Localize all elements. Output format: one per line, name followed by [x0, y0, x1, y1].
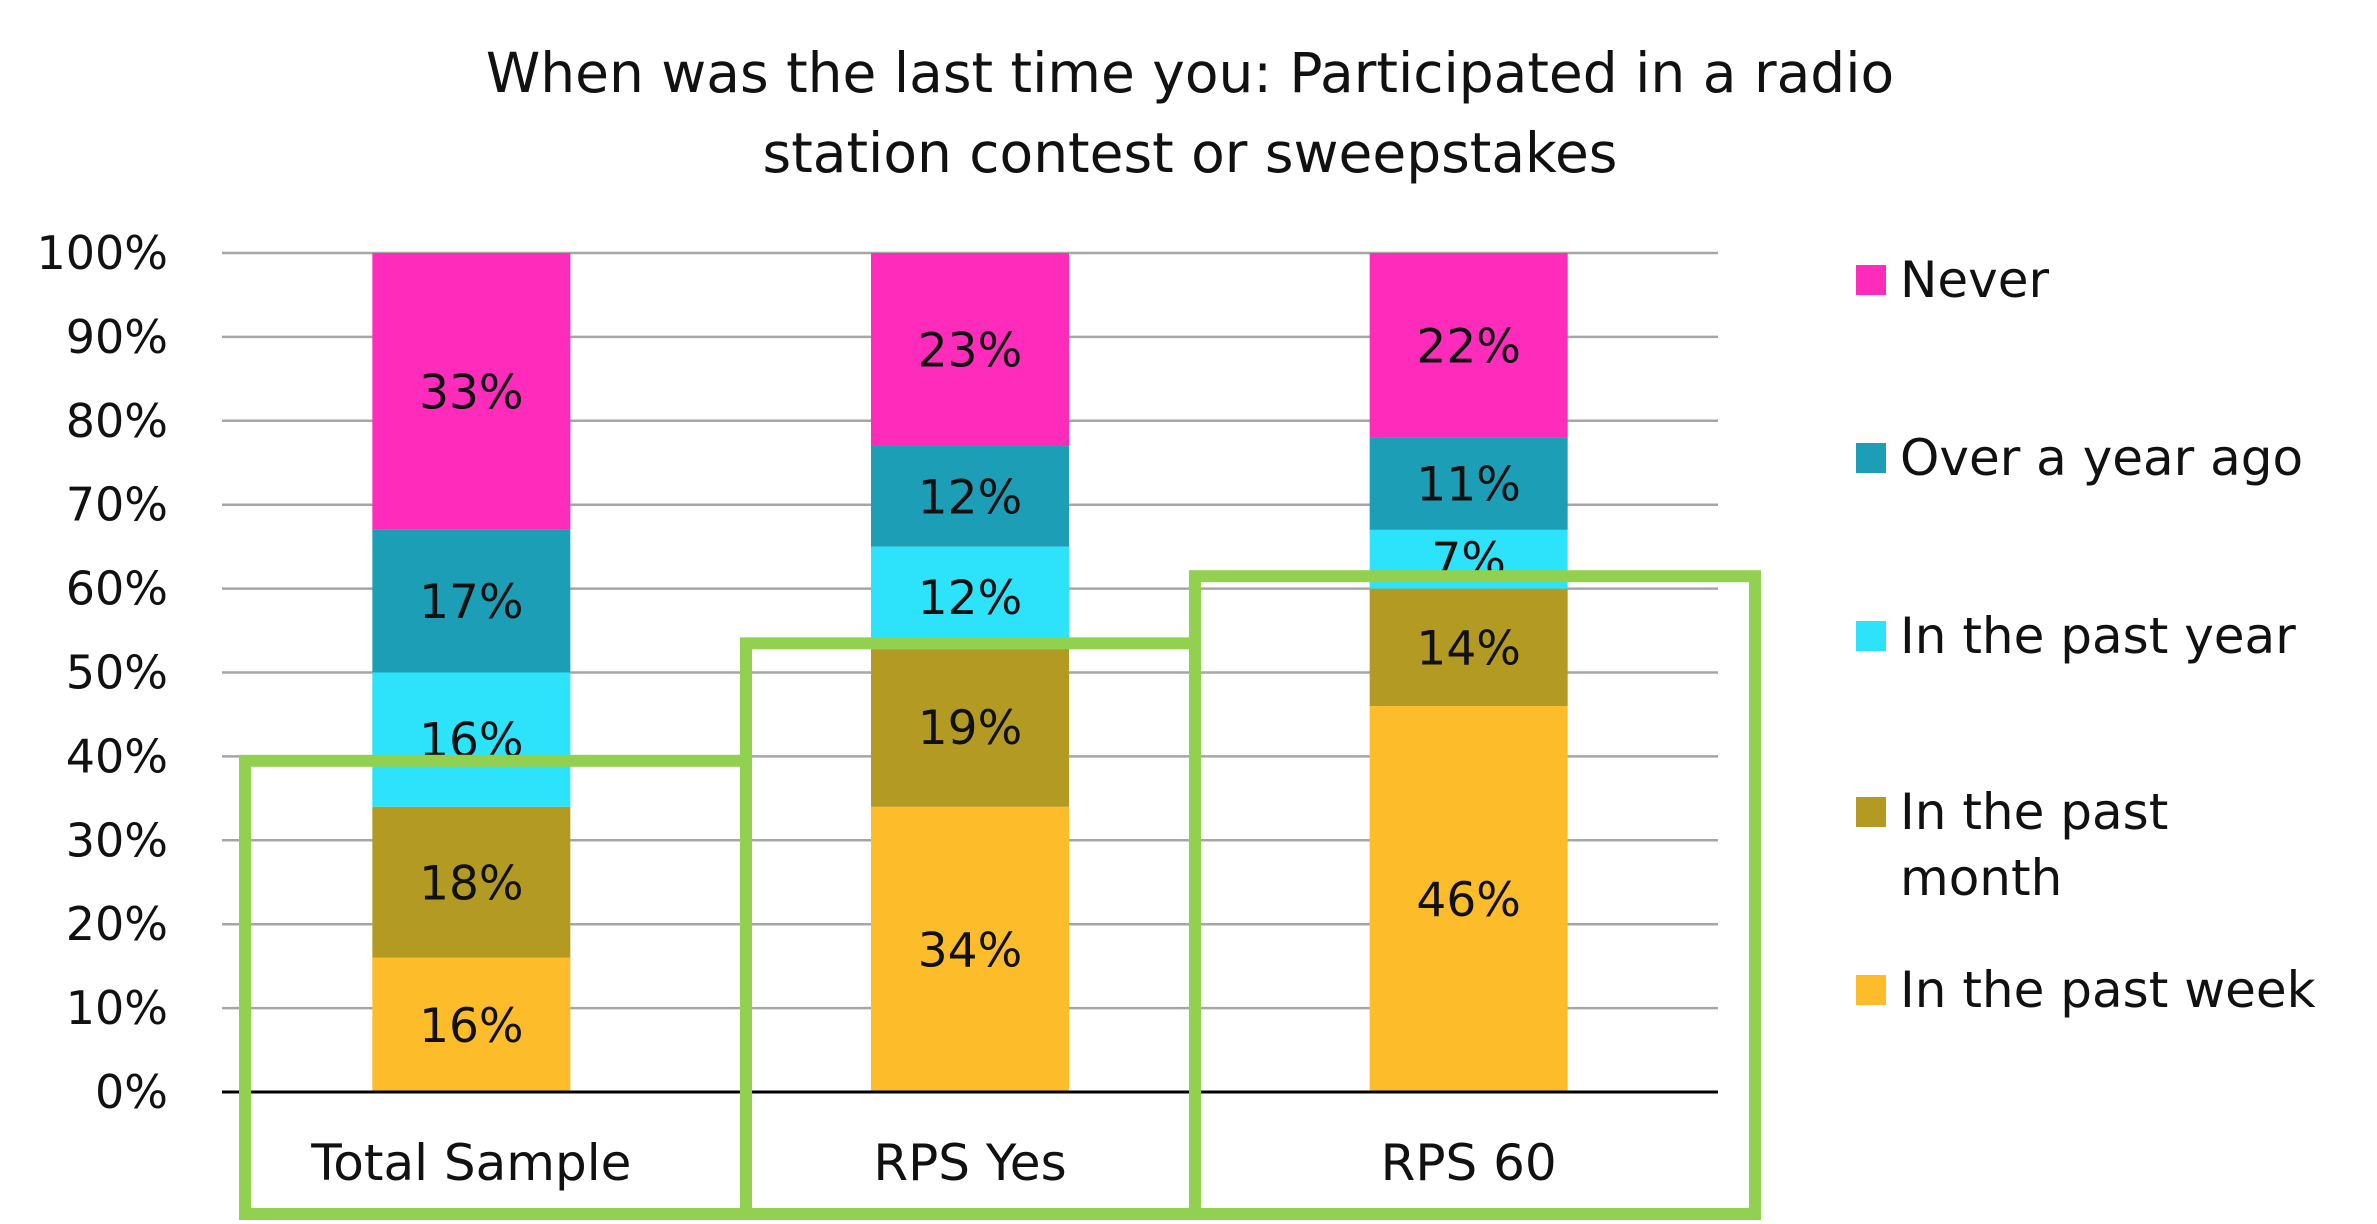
legend-swatch	[1856, 265, 1886, 295]
chart-title-line: station contest or sweepstakes	[763, 121, 1618, 185]
bar-segment	[372, 529, 571, 673]
category-label: RPS Yes	[873, 1134, 1066, 1192]
y-tick-label: 40%	[66, 729, 168, 783]
y-tick-label: 30%	[66, 813, 168, 867]
data-label: 19%	[918, 701, 1022, 756]
category-label: Total Sample	[310, 1134, 631, 1192]
y-tick-label: 70%	[66, 478, 168, 532]
y-tick-label: 50%	[66, 646, 168, 700]
bar-segment	[871, 253, 1069, 446]
legend-swatch	[1856, 621, 1886, 651]
data-label: 11%	[1416, 458, 1520, 513]
legend-swatch	[1856, 797, 1886, 827]
highlight-boxes	[239, 570, 1761, 1220]
legend-label: In the past week	[1900, 961, 2316, 1019]
y-tick-label: 10%	[66, 981, 168, 1035]
data-label: 18%	[419, 856, 523, 911]
bars: 16%18%16%17%33%34%19%12%12%23%46%14%7%11…	[372, 253, 1568, 1092]
y-tick-label: 60%	[66, 562, 168, 616]
data-label: 23%	[918, 323, 1022, 378]
data-label: 46%	[1416, 873, 1520, 928]
legend-label: In the past month	[1900, 783, 2168, 907]
bar-segment	[1369, 437, 1568, 530]
bar-segment	[1369, 588, 1568, 707]
legend-label: Over a year ago	[1900, 429, 2303, 487]
bar-segment	[372, 253, 571, 530]
y-tick-label: 0%	[95, 1065, 168, 1119]
bar-segment	[1369, 253, 1568, 438]
y-tick-label: 90%	[66, 310, 168, 364]
data-label: 17%	[419, 575, 523, 630]
bar-segment	[372, 957, 571, 1092]
legend-label: In the past year	[1900, 607, 2296, 665]
legend-swatch	[1856, 975, 1886, 1005]
y-tick-label: 80%	[66, 394, 168, 448]
legend-label-line: month	[1900, 849, 2062, 907]
legend-swatch	[1856, 443, 1886, 473]
bar-segment	[871, 806, 1069, 1092]
bar-segment	[372, 672, 571, 807]
data-label: 16%	[419, 999, 523, 1054]
data-label: 12%	[918, 571, 1022, 626]
y-tick-label: 100%	[36, 226, 168, 280]
highlight-box	[1189, 570, 1761, 1220]
legend: Never Over a year ago In the past year In t…	[1856, 251, 2316, 1019]
data-label: 34%	[918, 923, 1022, 978]
legend-label: Never	[1900, 251, 2050, 309]
data-label: 12%	[918, 470, 1022, 525]
bar-segment	[372, 806, 571, 958]
bar-segment	[1369, 706, 1568, 1092]
category-labels: Total Sample RPS Yes RPS 60	[310, 1134, 1556, 1192]
data-label: 14%	[1416, 621, 1520, 676]
legend-label-line: In the past	[1900, 783, 2168, 841]
chart-title: When was the last time you: Participated…	[486, 41, 1894, 185]
chart-title-line: When was the last time you: Participated…	[486, 41, 1894, 105]
data-label: 22%	[1416, 319, 1520, 374]
bar-segment	[871, 546, 1069, 648]
data-label: 33%	[419, 365, 523, 420]
y-axis-ticks: 0% 10% 20% 30% 40% 50% 60% 70% 80% 90% 100%	[36, 226, 168, 1119]
category-label: RPS 60	[1381, 1134, 1557, 1192]
y-tick-label: 20%	[66, 897, 168, 951]
bar-segment	[871, 647, 1069, 807]
bar-segment	[871, 445, 1069, 547]
